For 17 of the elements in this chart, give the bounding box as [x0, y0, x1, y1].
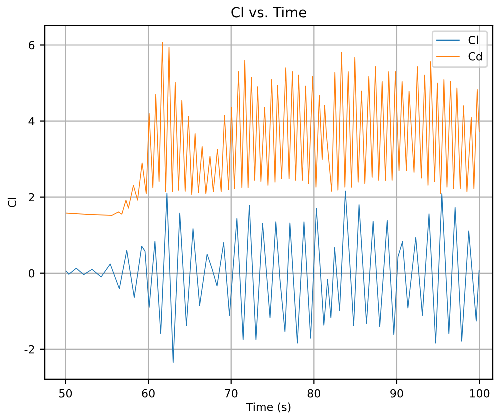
y-axis-title: Cl [8, 198, 17, 208]
x-tick-label: 70 [225, 389, 238, 398]
y-tick-label: -2 [24, 345, 34, 354]
y-tick-label: 0 [28, 269, 35, 278]
x-tick-label: 60 [142, 389, 155, 398]
chart-title: Cl vs. Time [232, 6, 306, 18]
y-tick-label: 2 [29, 193, 34, 202]
legend-label: Cl [468, 36, 478, 44]
legend-label: Cd [468, 52, 482, 61]
x-tick-label: 100 [470, 389, 490, 398]
x-tick-label: 90 [390, 389, 404, 398]
x-axis-title: Time (s) [246, 402, 291, 413]
x-tick-label: 50 [60, 389, 72, 398]
x-tick-label: 80 [308, 389, 320, 398]
y-tick-label: 6 [29, 41, 35, 50]
y-tick-label: 4 [28, 117, 35, 126]
line-series [66, 190, 480, 364]
